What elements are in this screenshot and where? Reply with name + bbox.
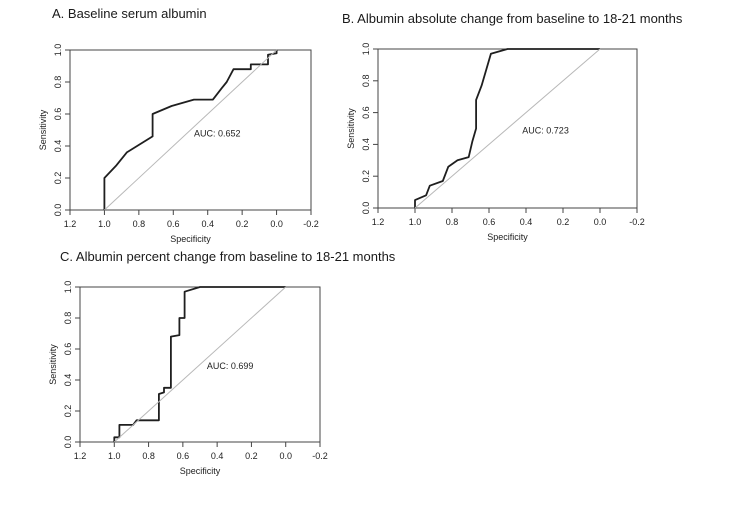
x-tick-label-c: 1.2	[74, 451, 87, 461]
y-tick-label-b: 0.0	[361, 202, 371, 215]
x-tick-label-c: 0.6	[177, 451, 190, 461]
y-tick-label-c: 1.0	[63, 281, 73, 294]
y-tick-label-a: 0.6	[53, 108, 63, 121]
y-tick-label-b: 0.8	[361, 75, 371, 88]
roc-chart-a: 1.2 1.0 0.8 0.6 0.4 0.2 0.0 -0.2 0.0 0.2 0.4 0.6 0.8…	[38, 44, 319, 244]
x-tick-label-a: 0.8	[133, 219, 146, 229]
x-tick-label-a: 1.0	[98, 219, 111, 229]
panel-a-title: A. Baseline serum albumin	[52, 6, 207, 21]
y-tick-label-c: 0.2	[63, 405, 73, 418]
x-tick-label-c: 0.0	[279, 451, 292, 461]
y-tick-label-a: 1.0	[53, 44, 63, 57]
x-tick-label-b: 0.2	[557, 217, 570, 227]
roc-curve-c	[113, 286, 286, 442]
chance-line-a	[104, 49, 277, 211]
x-tick-label-a: 0.4	[201, 219, 214, 229]
auc-annotation-c: AUC: 0.699	[207, 361, 254, 371]
x-tick-label-a: -0.2	[303, 219, 319, 229]
y-axis-title-a: Sensitivity	[38, 109, 48, 150]
plot-frame-a	[69, 49, 312, 211]
x-tick-label-a: 0.0	[270, 219, 283, 229]
auc-annotation-a: AUC: 0.652	[194, 128, 241, 138]
x-tick-label-c: -0.2	[312, 451, 328, 461]
y-tick-label-c: 0.0	[63, 436, 73, 449]
y-tick-label-b: 0.2	[361, 170, 371, 183]
x-tick-label-a: 0.6	[167, 219, 180, 229]
y-axis-title-b: Sensitivity	[346, 108, 356, 149]
x-axis-title-a: Specificity	[170, 234, 211, 244]
y-tick-label-c: 0.6	[63, 343, 73, 356]
y-tick-label-a: 0.8	[53, 76, 63, 89]
roc-curve-a	[103, 50, 278, 210]
x-tick-label-c: 0.2	[245, 451, 258, 461]
x-tick-label-c: 0.4	[211, 451, 224, 461]
chance-line-b	[414, 48, 601, 209]
y-tick-label-a: 0.0	[53, 204, 63, 217]
roc-curve-b	[414, 48, 600, 208]
x-tick-label-b: 0.4	[520, 217, 533, 227]
x-tick-label-a: 1.2	[64, 219, 77, 229]
x-axis-title-c: Specificity	[180, 466, 221, 476]
roc-chart-b: 1.2 1.0 0.8 0.6 0.4 0.2 0.0 -0.2 0.0 0.2 0.4 0.6 0.8…	[346, 43, 645, 242]
auc-annotation-b: AUC: 0.723	[522, 125, 569, 135]
y-tick-label-b: 0.4	[361, 138, 371, 151]
x-tick-label-b: -0.2	[629, 217, 645, 227]
y-tick-label-c: 0.8	[63, 312, 73, 325]
panel-c-title: C. Albumin percent change from baseline …	[60, 249, 396, 264]
y-tick-label-b: 1.0	[361, 43, 371, 56]
chance-line-c	[113, 286, 287, 443]
y-tick-label-b: 0.6	[361, 106, 371, 119]
x-tick-label-b: 0.0	[594, 217, 607, 227]
x-tick-label-c: 0.8	[142, 451, 155, 461]
roc-chart-c: 1.2 1.0 0.8 0.6 0.4 0.2 0.0 -0.2 0.0 0.2 0.4 0.6 0.8…	[48, 281, 328, 476]
x-tick-label-c: 1.0	[108, 451, 121, 461]
y-tick-label-a: 0.4	[53, 140, 63, 153]
x-tick-label-a: 0.2	[236, 219, 249, 229]
panel-b-title: B. Albumin absolute change from baseline…	[342, 11, 683, 26]
x-tick-label-b: 0.6	[483, 217, 496, 227]
y-tick-label-a: 0.2	[53, 172, 63, 185]
x-tick-label-b: 1.2	[372, 217, 385, 227]
y-tick-label-c: 0.4	[63, 374, 73, 387]
x-tick-label-b: 1.0	[409, 217, 422, 227]
y-axis-title-c: Sensitivity	[48, 344, 58, 385]
x-axis-title-b: Specificity	[487, 232, 528, 242]
x-tick-label-b: 0.8	[446, 217, 459, 227]
